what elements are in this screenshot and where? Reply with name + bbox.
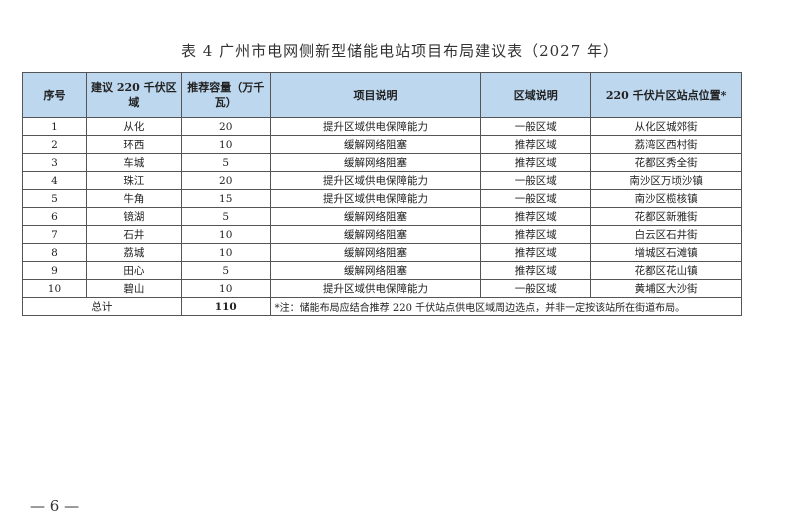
table-row: 9 田心 5 缓解网络阻塞 推荐区域 花都区花山镇: [22, 261, 742, 280]
cell-capacity: 5: [180, 207, 271, 226]
table-row: 1 从化 20 提升区域供电保障能力 一般区域 从化区城郊街: [22, 117, 742, 136]
table-header-row: 序号 建议 220 千伏区域 推荐容量（万千瓦） 项目说明 区域说明 220 千…: [22, 72, 742, 118]
cell-index: 6: [22, 207, 87, 226]
cell-description: 提升区域供电保障能力: [269, 171, 482, 190]
cell-capacity: 10: [180, 243, 271, 262]
cell-area: 荔城: [85, 243, 182, 262]
header-index: 序号: [22, 72, 87, 118]
table-row: 2 环西 10 缓解网络阻塞 推荐区域 荔湾区西村街: [22, 135, 742, 154]
cell-region: 一般区域: [480, 171, 592, 190]
cell-index: 3: [22, 153, 87, 172]
cell-capacity: 20: [180, 117, 271, 136]
cell-region: 推荐区域: [480, 225, 592, 244]
cell-description: 缓解网络阻塞: [269, 207, 482, 226]
table-title: 表 4 广州市电网侧新型储能电站项目布局建议表（2027 年）: [180, 42, 620, 60]
table-row: 6 镜湖 5 缓解网络阻塞 推荐区域 花都区新雅街: [22, 207, 742, 226]
cell-region: 推荐区域: [480, 207, 592, 226]
cell-index: 1: [22, 117, 87, 136]
cell-capacity: 5: [180, 153, 271, 172]
cell-index: 7: [22, 225, 87, 244]
total-label: 总计: [22, 297, 182, 316]
table-row: 5 牛角 15 提升区域供电保障能力 一般区域 南沙区榄核镇: [22, 189, 742, 208]
cell-index: 2: [22, 135, 87, 154]
cell-index: 10: [22, 279, 87, 298]
header-capacity: 推荐容量（万千瓦）: [180, 72, 271, 118]
cell-index: 4: [22, 171, 87, 190]
cell-region: 一般区域: [480, 117, 592, 136]
cell-index: 8: [22, 243, 87, 262]
cell-location: 荔湾区西村街: [590, 135, 742, 154]
cell-location: 增城区石滩镇: [590, 243, 742, 262]
cell-capacity: 10: [180, 225, 271, 244]
cell-location: 南沙区榄核镇: [590, 189, 742, 208]
table-row: 4 珠江 20 提升区域供电保障能力 一般区域 南沙区万顷沙镇: [22, 171, 742, 190]
cell-description: 缓解网络阻塞: [269, 243, 482, 262]
cell-location: 白云区石井街: [590, 225, 742, 244]
total-row: 总计 110 *注：储能布局应结合推荐 220 千伏站点供电区域周边选点，并非一…: [22, 297, 743, 316]
cell-description: 缓解网络阻塞: [269, 153, 482, 172]
cell-index: 9: [22, 261, 87, 280]
cell-region: 推荐区域: [480, 243, 592, 262]
cell-region: 推荐区域: [480, 135, 592, 154]
cell-description: 提升区域供电保障能力: [269, 189, 482, 208]
header-region: 区域说明: [480, 72, 592, 118]
header-location: 220 千伏片区站点位置*: [590, 72, 742, 118]
storage-layout-table: 序号 建议 220 千伏区域 推荐容量（万千瓦） 项目说明 区域说明 220 千…: [22, 72, 743, 316]
page-number: — 6 —: [30, 497, 80, 515]
cell-area: 牛角: [85, 189, 182, 208]
cell-location: 从化区城郊街: [590, 117, 742, 136]
footnote: *注：储能布局应结合推荐 220 千伏站点供电区域周边选点，并非一定按该站所在街…: [269, 297, 743, 316]
cell-region: 一般区域: [480, 279, 592, 298]
cell-capacity: 5: [180, 261, 271, 280]
cell-description: 提升区域供电保障能力: [269, 117, 482, 136]
cell-region: 推荐区域: [480, 261, 592, 280]
header-description: 项目说明: [269, 72, 482, 118]
cell-location: 黄埔区大沙街: [590, 279, 742, 298]
cell-area: 镜湖: [85, 207, 182, 226]
cell-area: 石井: [85, 225, 182, 244]
cell-area: 珠江: [85, 171, 182, 190]
header-area: 建议 220 千伏区域: [85, 72, 182, 118]
cell-location: 花都区秀全街: [590, 153, 742, 172]
cell-area: 环西: [85, 135, 182, 154]
total-value: 110: [180, 297, 271, 316]
cell-location: 花都区新雅街: [590, 207, 742, 226]
cell-area: 田心: [85, 261, 182, 280]
cell-region: 一般区域: [480, 189, 592, 208]
table-row: 10 碧山 10 提升区域供电保障能力 一般区域 黄埔区大沙街: [22, 279, 742, 298]
table-row: 8 荔城 10 缓解网络阻塞 推荐区域 增城区石滩镇: [22, 243, 742, 262]
cell-region: 推荐区域: [480, 153, 592, 172]
cell-description: 缓解网络阻塞: [269, 225, 482, 244]
cell-index: 5: [22, 189, 87, 208]
cell-capacity: 10: [180, 135, 271, 154]
cell-location: 南沙区万顷沙镇: [590, 171, 742, 190]
cell-capacity: 15: [180, 189, 271, 208]
cell-area: 车城: [85, 153, 182, 172]
cell-location: 花都区花山镇: [590, 261, 742, 280]
cell-capacity: 20: [180, 171, 271, 190]
table-row: 3 车城 5 缓解网络阻塞 推荐区域 花都区秀全街: [22, 153, 742, 172]
cell-capacity: 10: [180, 279, 271, 298]
cell-description: 缓解网络阻塞: [269, 261, 482, 280]
cell-description: 缓解网络阻塞: [269, 135, 482, 154]
cell-area: 碧山: [85, 279, 182, 298]
cell-area: 从化: [85, 117, 182, 136]
table-row: 7 石井 10 缓解网络阻塞 推荐区域 白云区石井街: [22, 225, 742, 244]
cell-description: 提升区域供电保障能力: [269, 279, 482, 298]
